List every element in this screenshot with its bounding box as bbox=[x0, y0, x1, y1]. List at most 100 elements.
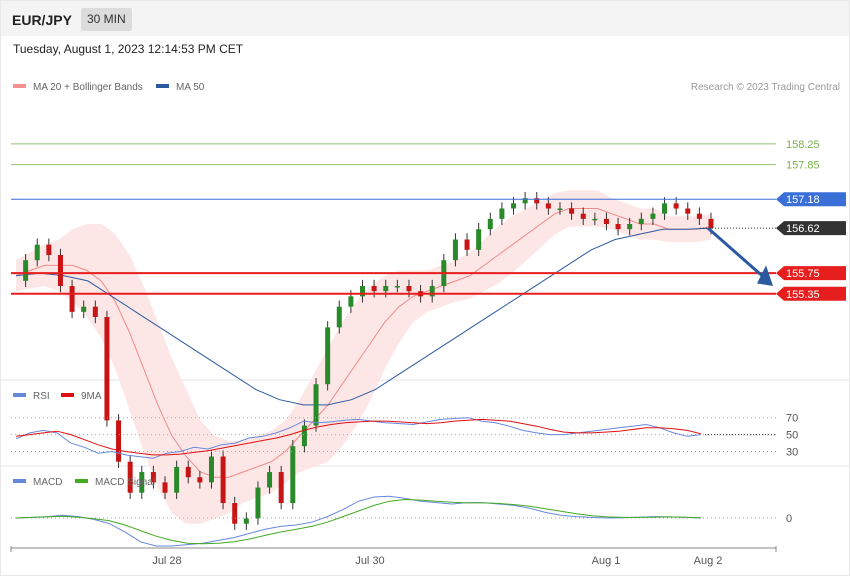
candle-body bbox=[464, 239, 470, 250]
candle-body bbox=[313, 384, 319, 426]
candle-body bbox=[406, 286, 412, 292]
candle-body bbox=[255, 487, 261, 519]
x-tick-label: Jul 28 bbox=[152, 555, 181, 567]
candle-body bbox=[511, 203, 517, 209]
legend-swatch-macd bbox=[75, 479, 88, 483]
rsi-level-label: 50 bbox=[786, 430, 798, 442]
legend-swatch-rsi bbox=[13, 393, 26, 397]
candle-body bbox=[603, 218, 609, 225]
level-label: 156.62 bbox=[786, 223, 820, 235]
candle-body bbox=[708, 218, 714, 229]
legend-label-main: MA 50 bbox=[176, 82, 205, 93]
macd-signal-line bbox=[15, 498, 702, 545]
candle-body bbox=[116, 420, 122, 462]
candle-body bbox=[336, 306, 342, 328]
candle-body bbox=[104, 317, 110, 421]
candle-body bbox=[569, 208, 575, 214]
legend-label-macd: MACD Signal bbox=[95, 477, 155, 488]
candle-body bbox=[452, 239, 458, 261]
x-tick-label: Aug 1 bbox=[592, 555, 621, 567]
legend-swatch-macd bbox=[13, 479, 26, 483]
bollinger-band bbox=[16, 190, 711, 524]
candle-body bbox=[673, 203, 679, 209]
candle-body bbox=[522, 198, 528, 204]
candle-body bbox=[127, 461, 133, 493]
candle-body bbox=[394, 286, 400, 288]
legend-swatch-main bbox=[156, 84, 169, 88]
x-tick-label: Aug 2 bbox=[694, 555, 723, 567]
level-label: 158.25 bbox=[786, 139, 820, 151]
candle-body bbox=[162, 482, 168, 493]
candle-body bbox=[34, 244, 40, 261]
legend-swatch-rsi bbox=[61, 393, 74, 397]
candle-body bbox=[301, 425, 307, 447]
rsi-level-label: 30 bbox=[786, 447, 798, 459]
candle-body bbox=[662, 203, 668, 214]
level-tag bbox=[776, 266, 846, 281]
candle-body bbox=[638, 218, 644, 225]
candle-body bbox=[383, 286, 389, 292]
candle-body bbox=[476, 229, 482, 250]
chart-header: EUR/JPY 30 MIN bbox=[1, 1, 849, 36]
x-tick-label: Jul 30 bbox=[355, 555, 384, 567]
level-label: 157.18 bbox=[786, 194, 820, 206]
legend-label-rsi: RSI bbox=[33, 391, 50, 402]
candle-body bbox=[429, 286, 435, 297]
candle-body bbox=[208, 456, 214, 483]
candle-body bbox=[220, 456, 226, 504]
candle-body bbox=[57, 255, 63, 287]
candle-body bbox=[580, 213, 586, 219]
symbol-label: EUR/JPY bbox=[12, 12, 72, 28]
candle-body bbox=[627, 224, 633, 230]
date-label: Tuesday, August 1, 2023 12:14:53 PM CET bbox=[13, 42, 244, 56]
ma50-line bbox=[15, 227, 712, 406]
legend-label-main: MA 20 + Bollinger Bands bbox=[33, 82, 143, 93]
candle-body bbox=[278, 472, 284, 504]
candle-body bbox=[696, 213, 702, 219]
macd-line bbox=[15, 495, 702, 547]
rsi-ma-line bbox=[15, 418, 702, 456]
candle-body bbox=[185, 466, 191, 478]
candle-body bbox=[232, 503, 238, 524]
candle-body bbox=[139, 472, 145, 493]
candle-body bbox=[46, 244, 52, 256]
candle-body bbox=[325, 327, 331, 385]
candle-body bbox=[545, 203, 551, 209]
current-price-tag bbox=[776, 221, 846, 236]
level-label: 155.35 bbox=[786, 289, 820, 301]
legend-swatch-main bbox=[13, 84, 26, 88]
level-label: 157.85 bbox=[786, 160, 820, 172]
copyright-label: Research © 2023 Trading Central bbox=[691, 82, 840, 93]
candle-body bbox=[150, 472, 156, 483]
candle-body bbox=[360, 286, 365, 297]
candle-body bbox=[650, 213, 656, 219]
candle-body bbox=[685, 208, 691, 214]
candle-body bbox=[81, 306, 87, 312]
legend-label-rsi: 9MA bbox=[81, 391, 102, 402]
candle-body bbox=[615, 224, 621, 230]
macd-level-label: 0 bbox=[786, 513, 792, 525]
candle-body bbox=[534, 198, 540, 204]
level-label: 155.75 bbox=[786, 268, 820, 280]
projection-arrow-head bbox=[757, 265, 773, 287]
candle-body bbox=[557, 208, 563, 211]
candle-body bbox=[174, 466, 180, 493]
candle-body bbox=[371, 286, 377, 292]
candle-body bbox=[499, 208, 505, 219]
timeframe-badge[interactable]: 30 MIN bbox=[81, 8, 132, 31]
ma20-line bbox=[15, 208, 712, 478]
candle-body bbox=[92, 306, 98, 318]
candle-body bbox=[69, 286, 75, 312]
candle-body bbox=[267, 472, 273, 488]
rsi-level-label: 70 bbox=[786, 413, 798, 425]
rsi-line bbox=[15, 417, 702, 459]
legend-label-macd: MACD bbox=[33, 477, 62, 488]
candle-body bbox=[290, 446, 296, 504]
level-tag bbox=[776, 192, 846, 207]
candle-body bbox=[23, 260, 29, 281]
candle-body bbox=[487, 218, 493, 230]
candle-body bbox=[243, 518, 249, 524]
candle-body bbox=[197, 477, 203, 483]
projection-arrow bbox=[707, 227, 766, 280]
